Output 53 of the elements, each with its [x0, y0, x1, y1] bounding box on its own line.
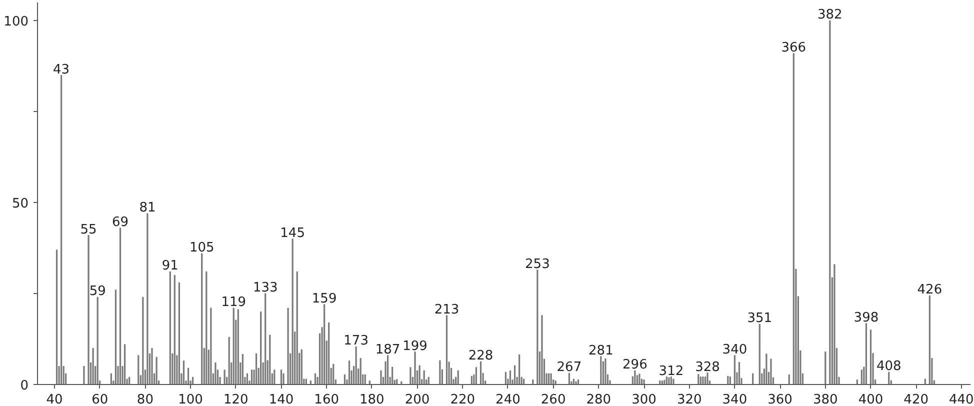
x-tick-label: 140 [268, 392, 294, 406]
annotation: 267 [556, 360, 582, 376]
annotation: 199 [402, 338, 428, 354]
annotation: 408 [876, 359, 902, 374]
x-tick-label: 440 [949, 392, 974, 406]
x-tick-label: 240 [496, 392, 520, 406]
x-tick-label: 400 [858, 392, 884, 406]
y-tick-label: 100 [4, 14, 29, 30]
x-tick-label: 260 [540, 392, 566, 406]
annotation: 228 [468, 348, 494, 364]
annotation: 398 [854, 310, 879, 326]
x-tick-label: 100 [178, 392, 203, 406]
x-tick-label: 420 [904, 392, 929, 406]
x-tick-label: 180 [360, 392, 384, 406]
x-tick-label: 360 [768, 392, 792, 406]
annotation: 159 [312, 291, 337, 306]
annotation: 382 [818, 8, 842, 23]
y-tick-label: 0 [20, 378, 29, 394]
y-tick-label: 50 [12, 196, 29, 212]
annotation: 187 [375, 342, 400, 358]
x-tick-label: 320 [676, 392, 702, 406]
x-tick-label: 80 [136, 392, 154, 406]
annotation: 55 [80, 222, 97, 238]
annotation: 81 [139, 200, 156, 216]
annotation: 296 [622, 358, 648, 373]
annotation: 328 [695, 360, 720, 375]
annotation: 312 [658, 364, 684, 379]
annotation: 340 [722, 342, 748, 358]
x-tick-label: 200 [404, 392, 430, 406]
annotation: 173 [344, 334, 368, 349]
x-tick-label: 380 [812, 392, 838, 406]
annotation: 253 [525, 256, 550, 272]
annotation: 366 [781, 40, 806, 56]
x-tick-label: 300 [632, 392, 656, 406]
x-tick-label: 220 [450, 392, 476, 406]
annotation: 213 [434, 302, 460, 318]
annotation: 133 [252, 280, 278, 296]
x-tick-label: 120 [223, 392, 248, 406]
annotation: 69 [112, 215, 129, 230]
annotation: 281 [588, 343, 614, 358]
annotation: 351 [747, 311, 772, 326]
annotation: 91 [162, 258, 178, 274]
annotation: 43 [53, 62, 70, 78]
annotation: 105 [189, 240, 214, 256]
annotation: 119 [221, 295, 246, 310]
annotation: 426 [917, 282, 942, 298]
x-tick-label: 60 [92, 392, 108, 406]
x-tick-label: 280 [586, 392, 612, 406]
x-tick-label: 340 [722, 392, 748, 406]
annotation: 59 [89, 284, 106, 300]
x-tick-label: 40 [46, 392, 63, 406]
annotation: 145 [280, 226, 305, 241]
x-tick-label: 160 [314, 392, 340, 406]
